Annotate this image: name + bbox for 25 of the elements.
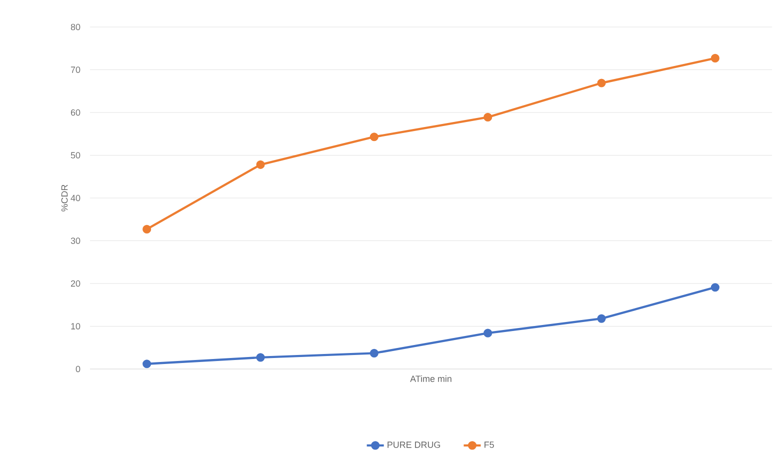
y-tick-label: 80 [70, 24, 80, 30]
y-tick-label: 0 [76, 366, 80, 372]
y-tick-label: 40 [70, 194, 80, 202]
legend-label: F5 [484, 442, 494, 448]
point [597, 78, 606, 88]
point [370, 132, 378, 142]
y-tick-label: 50 [70, 152, 80, 158]
y-tick-label: 10 [71, 323, 80, 330]
point [142, 360, 152, 368]
y-tick-label: 60 [70, 109, 80, 116]
y-tick-label: 20 [70, 280, 80, 287]
point [710, 283, 720, 292]
legend-label: PURE DRUG [388, 442, 440, 448]
point [256, 160, 265, 169]
point [597, 314, 606, 323]
point [142, 224, 152, 234]
x-axis-title: ATime min [410, 375, 452, 382]
point [370, 348, 378, 358]
point [484, 328, 492, 338]
point [484, 112, 492, 122]
y-tick-label: 30 [70, 238, 80, 244]
point [256, 353, 265, 362]
y-tick-label: 70 [70, 66, 80, 73]
point [710, 54, 720, 62]
y-axis-title: %CDR [61, 184, 68, 212]
